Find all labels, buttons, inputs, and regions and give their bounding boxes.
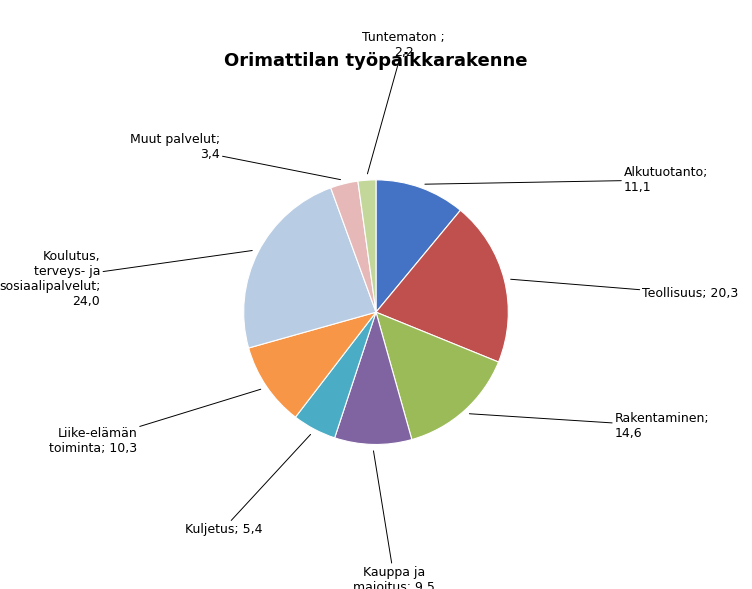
Title: Orimattilan työpaikkarakenne: Orimattilan työpaikkarakenne xyxy=(224,52,528,70)
Wedge shape xyxy=(335,312,412,445)
Text: Muut palvelut;
3,4: Muut palvelut; 3,4 xyxy=(129,133,341,180)
Text: Rakentaminen;
14,6: Rakentaminen; 14,6 xyxy=(469,412,710,440)
Wedge shape xyxy=(376,180,460,312)
Wedge shape xyxy=(376,210,508,362)
Wedge shape xyxy=(249,312,376,417)
Wedge shape xyxy=(331,181,376,312)
Text: Kauppa ja
majoitus; 9,5: Kauppa ja majoitus; 9,5 xyxy=(353,451,435,589)
Text: Teollisuus; 20,3: Teollisuus; 20,3 xyxy=(511,279,738,300)
Wedge shape xyxy=(296,312,376,438)
Text: Liike-elämän
toiminta; 10,3: Liike-elämän toiminta; 10,3 xyxy=(49,389,261,455)
Wedge shape xyxy=(358,180,376,312)
Wedge shape xyxy=(244,188,376,348)
Text: Kuljetus; 5,4: Kuljetus; 5,4 xyxy=(184,435,311,535)
Text: Koulutus,
terveys- ja
sosiaalipalvelut;
24,0: Koulutus, terveys- ja sosiaalipalvelut; … xyxy=(0,250,252,308)
Wedge shape xyxy=(376,312,499,439)
Text: Alkutuotanto;
11,1: Alkutuotanto; 11,1 xyxy=(425,166,708,194)
Text: Tuntematon ;
2,2: Tuntematon ; 2,2 xyxy=(362,31,445,174)
